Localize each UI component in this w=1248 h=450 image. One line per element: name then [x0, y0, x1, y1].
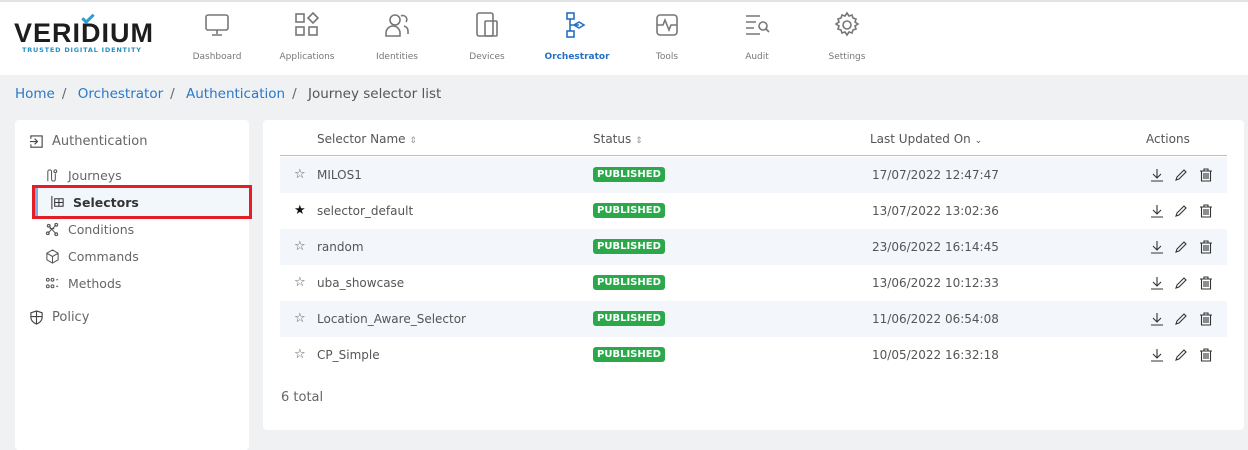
selector-table-panel: Selector Name ⇕ Status ⇕ Last Updated On…	[263, 120, 1244, 430]
pencil-icon[interactable]	[1174, 276, 1188, 290]
sidebar-section-policy[interactable]: Policy	[29, 310, 89, 325]
star-outline-icon[interactable]: ☆	[294, 239, 306, 254]
column-last-updated[interactable]: Last Updated On ⌄	[870, 132, 983, 146]
trash-icon[interactable]	[1199, 348, 1213, 362]
nav-dashboard[interactable]: Dashboard	[172, 10, 262, 62]
total-count: 6 total	[281, 390, 324, 405]
gear-icon	[834, 11, 860, 37]
trash-icon[interactable]	[1199, 276, 1213, 290]
pencil-icon[interactable]	[1174, 240, 1188, 254]
selector-name[interactable]: Location_Aware_Selector	[317, 312, 466, 326]
devices-icon	[476, 12, 498, 37]
table-row: ☆ MILOS1 PUBLISHED 17/07/2022 12:47:47	[280, 157, 1227, 193]
table-icon	[51, 195, 64, 209]
column-selector-name[interactable]: Selector Name ⇕	[317, 132, 417, 146]
status-badge: PUBLISHED	[593, 239, 665, 254]
table-row: ☆ random PUBLISHED 23/06/2022 16:14:45	[280, 229, 1227, 265]
conditions-icon	[45, 222, 59, 236]
selector-name[interactable]: MILOS1	[317, 168, 362, 182]
status-badge: PUBLISHED	[593, 347, 665, 362]
last-updated: 23/06/2022 16:14:45	[872, 240, 999, 254]
last-updated: 13/07/2022 13:02:36	[872, 204, 999, 218]
last-updated: 17/07/2022 12:47:47	[872, 168, 999, 182]
trash-icon[interactable]	[1199, 204, 1213, 218]
sidebar-item-selectors[interactable]: Selectors	[32, 185, 252, 219]
table-row: ☆ Location_Aware_Selector PUBLISHED 11/06/2…	[280, 301, 1227, 337]
sidebar-item-journeys[interactable]: Journeys	[35, 161, 249, 189]
sidebar-section-authentication[interactable]: Authentication	[29, 134, 147, 149]
star-outline-icon[interactable]: ☆	[294, 275, 306, 290]
table-header: Selector Name ⇕ Status ⇕ Last Updated On…	[280, 120, 1227, 156]
last-updated: 10/05/2022 16:32:18	[872, 348, 999, 362]
sort-icon: ⇕	[635, 136, 643, 146]
star-outline-icon[interactable]: ☆	[294, 311, 306, 326]
status-badge: PUBLISHED	[593, 275, 665, 290]
breadcrumb-current: Journey selector list	[307, 86, 442, 102]
selector-name[interactable]: CP_Simple	[317, 348, 380, 362]
trash-icon[interactable]	[1199, 240, 1213, 254]
breadcrumb: Home / Orchestrator / Authentication / Jour…	[15, 86, 442, 102]
journeys-icon	[47, 168, 58, 182]
chevron-down-icon: ⌄	[974, 136, 983, 146]
apps-grid-icon	[295, 11, 320, 36]
selector-name[interactable]: selector_default	[317, 204, 414, 218]
selector-name[interactable]: uba_showcase	[317, 276, 405, 290]
column-status[interactable]: Status ⇕	[593, 132, 643, 146]
star-filled-icon[interactable]: ★	[294, 203, 306, 218]
methods-icon	[45, 277, 59, 288]
top-navigation: VERIDIUM TRUSTED DIGITAL IDENTITY Dashbo…	[0, 0, 1248, 75]
table-row: ★ selector_default PUBLISHED 13/07/2022 13:…	[280, 193, 1227, 229]
column-actions: Actions	[1146, 132, 1190, 146]
last-updated: 13/06/2022 10:12:33	[872, 276, 999, 290]
pencil-icon[interactable]	[1174, 168, 1188, 182]
table-row: ☆ uba_showcase PUBLISHED 13/06/2022 10:12:3…	[280, 265, 1227, 301]
breadcrumb-home[interactable]: Home	[15, 86, 55, 102]
trash-icon[interactable]	[1199, 168, 1213, 182]
sidebar-item-conditions[interactable]: Conditions	[35, 215, 249, 243]
nav-orchestrator[interactable]: Orchestrator	[532, 10, 622, 62]
download-icon[interactable]	[1150, 168, 1164, 182]
download-icon[interactable]	[1150, 312, 1164, 326]
table-row: ☆ CP_Simple PUBLISHED 10/05/2022 16:32:18	[280, 337, 1227, 373]
cube-icon	[46, 248, 59, 264]
shield-icon	[30, 310, 43, 325]
status-badge: PUBLISHED	[593, 203, 665, 218]
download-icon[interactable]	[1150, 348, 1164, 362]
users-icon	[385, 14, 409, 37]
status-badge: PUBLISHED	[593, 167, 665, 182]
audit-icon	[746, 15, 770, 35]
status-badge: PUBLISHED	[593, 311, 665, 326]
pencil-icon[interactable]	[1174, 348, 1188, 362]
sign-in-icon	[29, 135, 43, 148]
pencil-icon[interactable]	[1174, 204, 1188, 218]
nav-devices[interactable]: Devices	[442, 10, 532, 62]
download-icon[interactable]	[1150, 204, 1164, 218]
orchestrator-icon	[566, 12, 586, 38]
tools-icon	[656, 14, 678, 36]
pencil-icon[interactable]	[1174, 312, 1188, 326]
last-updated: 11/06/2022 06:54:08	[872, 312, 999, 326]
star-outline-icon[interactable]: ☆	[294, 347, 306, 362]
sidebar: Authentication Journeys Selectors Condit…	[15, 120, 252, 450]
star-outline-icon[interactable]: ☆	[294, 167, 306, 182]
trash-icon[interactable]	[1199, 312, 1213, 326]
breadcrumb-orchestrator[interactable]: Orchestrator	[77, 86, 164, 102]
veridium-logo[interactable]: VERIDIUM TRUSTED DIGITAL IDENTITY	[14, 10, 154, 54]
nav-audit[interactable]: Audit	[712, 10, 802, 62]
download-icon[interactable]	[1150, 276, 1164, 290]
sidebar-item-methods[interactable]: Methods	[35, 269, 249, 297]
selector-name[interactable]: random	[317, 240, 364, 254]
nav-tools[interactable]: Tools	[622, 10, 712, 62]
sort-icon: ⇕	[409, 136, 417, 146]
nav-identities[interactable]: Identities	[352, 10, 442, 62]
sidebar-item-commands[interactable]: Commands	[35, 242, 249, 270]
monitor-icon	[205, 14, 229, 36]
nav-settings[interactable]: Settings	[802, 10, 892, 62]
download-icon[interactable]	[1150, 240, 1164, 254]
nav-applications[interactable]: Applications	[262, 10, 352, 62]
breadcrumb-authentication[interactable]: Authentication	[186, 86, 286, 102]
